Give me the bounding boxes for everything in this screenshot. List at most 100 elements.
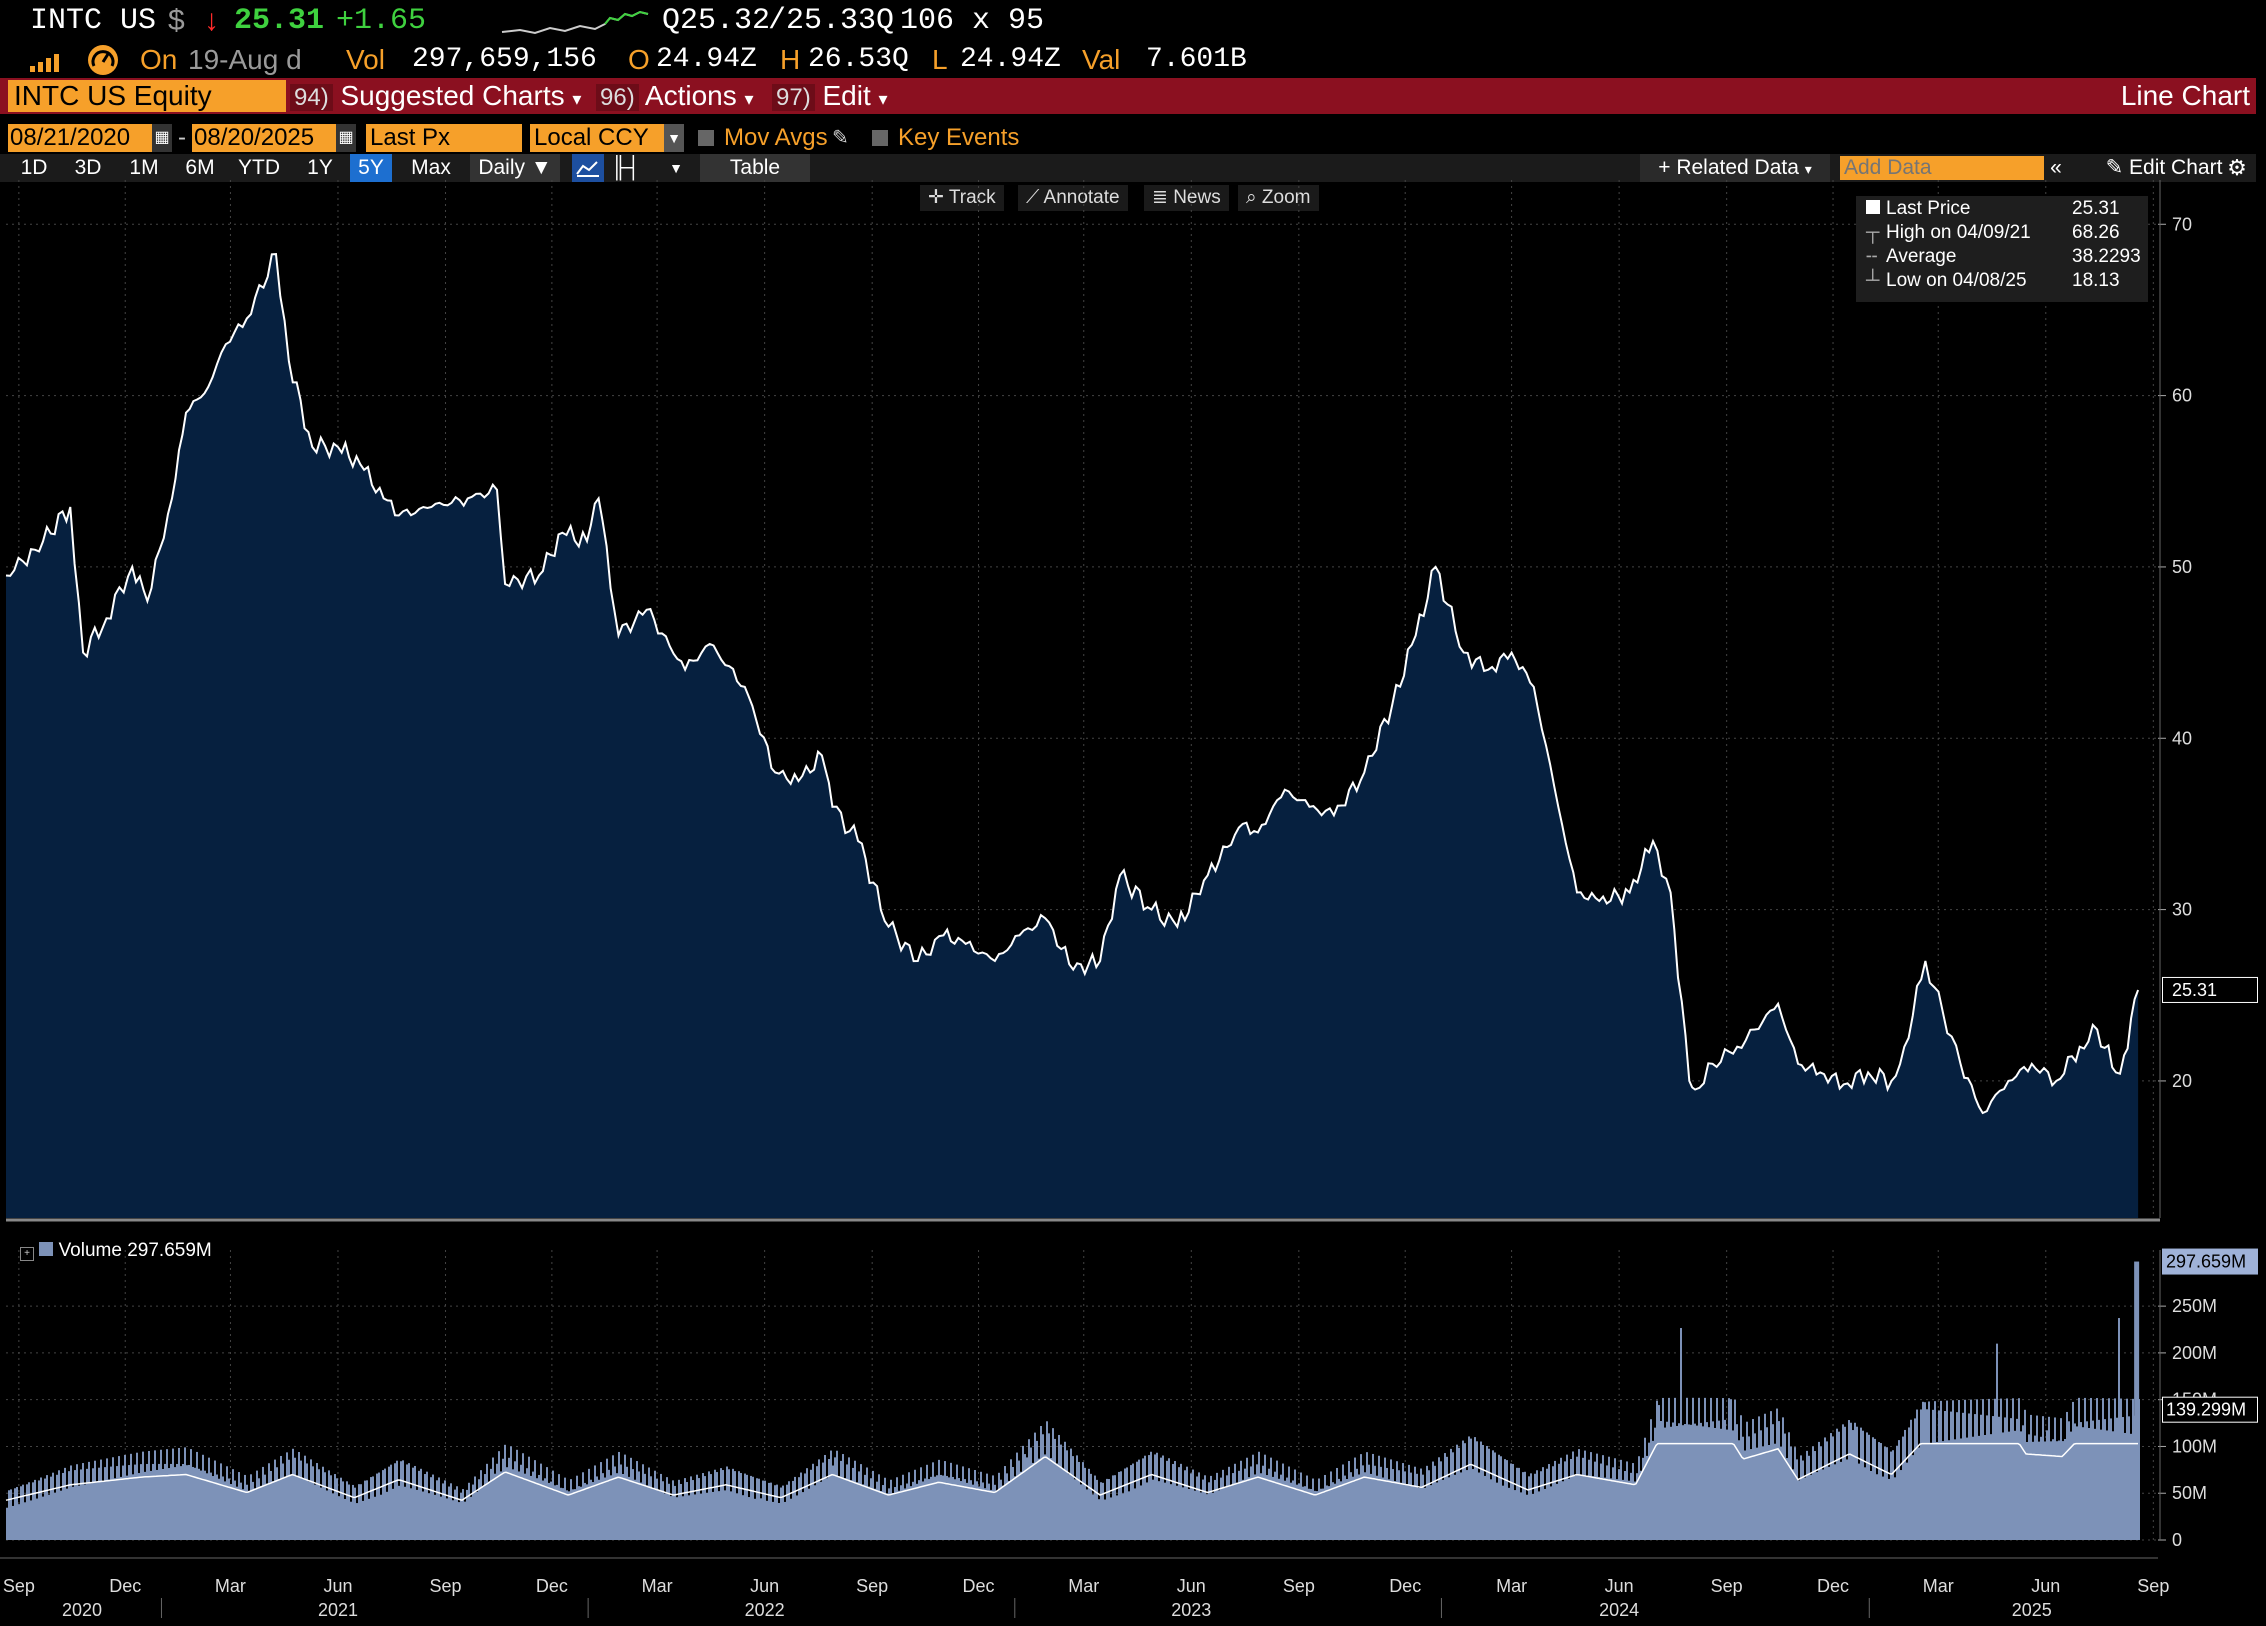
volume-bar [1592,1476,1594,1540]
end-date-field[interactable]: 08/20/2025 [192,124,336,152]
volume-bar [1922,1401,1924,1540]
collapse-left-icon[interactable]: « [2050,156,2062,179]
tf-1d[interactable]: 1D [20,156,48,179]
tf-1y[interactable]: 1Y [307,156,333,179]
volume-bar [106,1458,108,1540]
vol-label: Vol [346,44,385,75]
x-tick-label: Mar [1923,1576,1954,1596]
volume-bar [680,1483,682,1540]
news-label: News [1173,187,1221,208]
volume-bar [26,1484,28,1540]
suggested-charts-menu[interactable]: 94) Suggested Charts ▾ [290,78,582,114]
tf-ytd[interactable]: YTD [238,156,280,179]
ticker[interactable]: INTC US [30,4,157,38]
gauge-icon[interactable] [86,44,120,76]
tf-1m[interactable]: 1M [129,156,159,179]
volume-bar [400,1461,402,1540]
volume-legend: + Volume 297.659M [20,1240,212,1262]
security-field[interactable]: INTC US Equity [8,80,286,112]
start-date-field[interactable]: 08/21/2020 [8,124,152,152]
chart-type-label[interactable]: Line Chart [2100,78,2256,114]
volume-bar [814,1485,816,1540]
volume-bar [1900,1470,1902,1540]
volume-bar [206,1473,208,1540]
pencil-icon[interactable]: ✎ [832,127,849,149]
volume-bar [14,1488,16,1540]
volume-bar [1156,1452,1158,1540]
volume-bar [578,1486,580,1540]
periodicity-select[interactable]: Daily ▼ [470,154,560,182]
volume-bar [630,1457,632,1540]
volume-bar [616,1473,618,1540]
tf-3d[interactable]: 3D [74,156,102,179]
chevron-down-icon[interactable]: ▼ [664,124,684,152]
key-events-checkbox[interactable] [872,130,888,146]
chevron-down-icon[interactable]: ▼ [669,160,683,176]
tf-5y[interactable]: 5Y [350,154,392,182]
volume-bar [1320,1488,1322,1540]
volume-bar [470,1496,472,1540]
volume-bar [644,1473,646,1540]
periodicity-label: Daily [478,156,526,179]
volume-bar [1686,1397,1688,1540]
edit-chart-button[interactable]: ✎ Edit Chart [2076,154,2252,182]
volume-bar [1430,1485,1432,1540]
volume-bar [1356,1468,1358,1540]
volume-bar [492,1457,494,1540]
volume-bar [148,1450,150,1540]
quote-date: 19-Aug d [188,44,302,75]
volume-bar [1656,1400,1658,1540]
volume-bar [424,1474,426,1540]
volume-bar [1832,1436,1834,1540]
calendar-icon[interactable]: ▦ [152,124,172,152]
volume-bar [152,1463,154,1540]
mov-avgs-checkbox[interactable] [698,130,714,146]
volume-bar [1214,1479,1216,1540]
related-data-button[interactable]: + Related Data ▾ [1640,154,1830,182]
field-selector[interactable]: Last Px [366,124,522,152]
volume-bar [1664,1427,1666,1540]
volume-bar [34,1479,36,1540]
candlestick-icon[interactable]: ╟┤ [611,156,641,179]
key-events-label[interactable]: Key Events [898,124,1020,151]
expand-icon[interactable]: + [20,1247,34,1261]
annotate-tool[interactable]: ⟋ Annotate [1018,185,1128,211]
volume-bar [1626,1461,1628,1540]
volume-bar [1394,1481,1396,1540]
volume-bar [1168,1458,1170,1540]
news-tool[interactable]: ≣ News [1144,185,1229,211]
tf-max[interactable]: Max [411,156,451,179]
volume-bar [732,1468,734,1540]
add-data-input[interactable] [1840,156,2044,180]
volume-bar [1700,1422,1702,1540]
volume-bar [1854,1422,1856,1540]
volume-bar [1026,1457,1028,1540]
volume-bar [700,1493,702,1540]
gear-icon[interactable]: ⚙ [2227,155,2247,180]
volume-bar [1268,1468,1270,1540]
currency-selector[interactable]: Local CCY [530,124,666,152]
mov-avgs-label[interactable]: Mov Avgs [724,124,828,151]
volume-bar [446,1498,448,1540]
volume-bar [1552,1466,1554,1540]
volume-bar [836,1450,838,1540]
volume-bar [246,1484,248,1540]
line-chart-icon[interactable] [572,154,604,182]
volume-bar [130,1453,132,1540]
volume-bar [606,1458,608,1540]
edit-menu[interactable]: 97) Edit ▾ [772,78,888,114]
volume-bar [900,1485,902,1540]
table-button[interactable]: Table [700,154,810,182]
track-tool[interactable]: ✛ Track [920,185,1004,211]
volume-bar [1950,1411,1952,1540]
volume-bar [1332,1482,1334,1540]
volume-bar [536,1478,538,1540]
tf-6m[interactable]: 6M [185,156,215,179]
volume-bar [1722,1398,1724,1540]
volume-bar [1526,1494,1528,1540]
calendar-icon[interactable]: ▦ [336,124,356,152]
actions-menu[interactable]: 96) Actions ▾ [596,78,754,114]
volume-bar [1680,1328,1682,1540]
volume-bar [116,1466,118,1540]
